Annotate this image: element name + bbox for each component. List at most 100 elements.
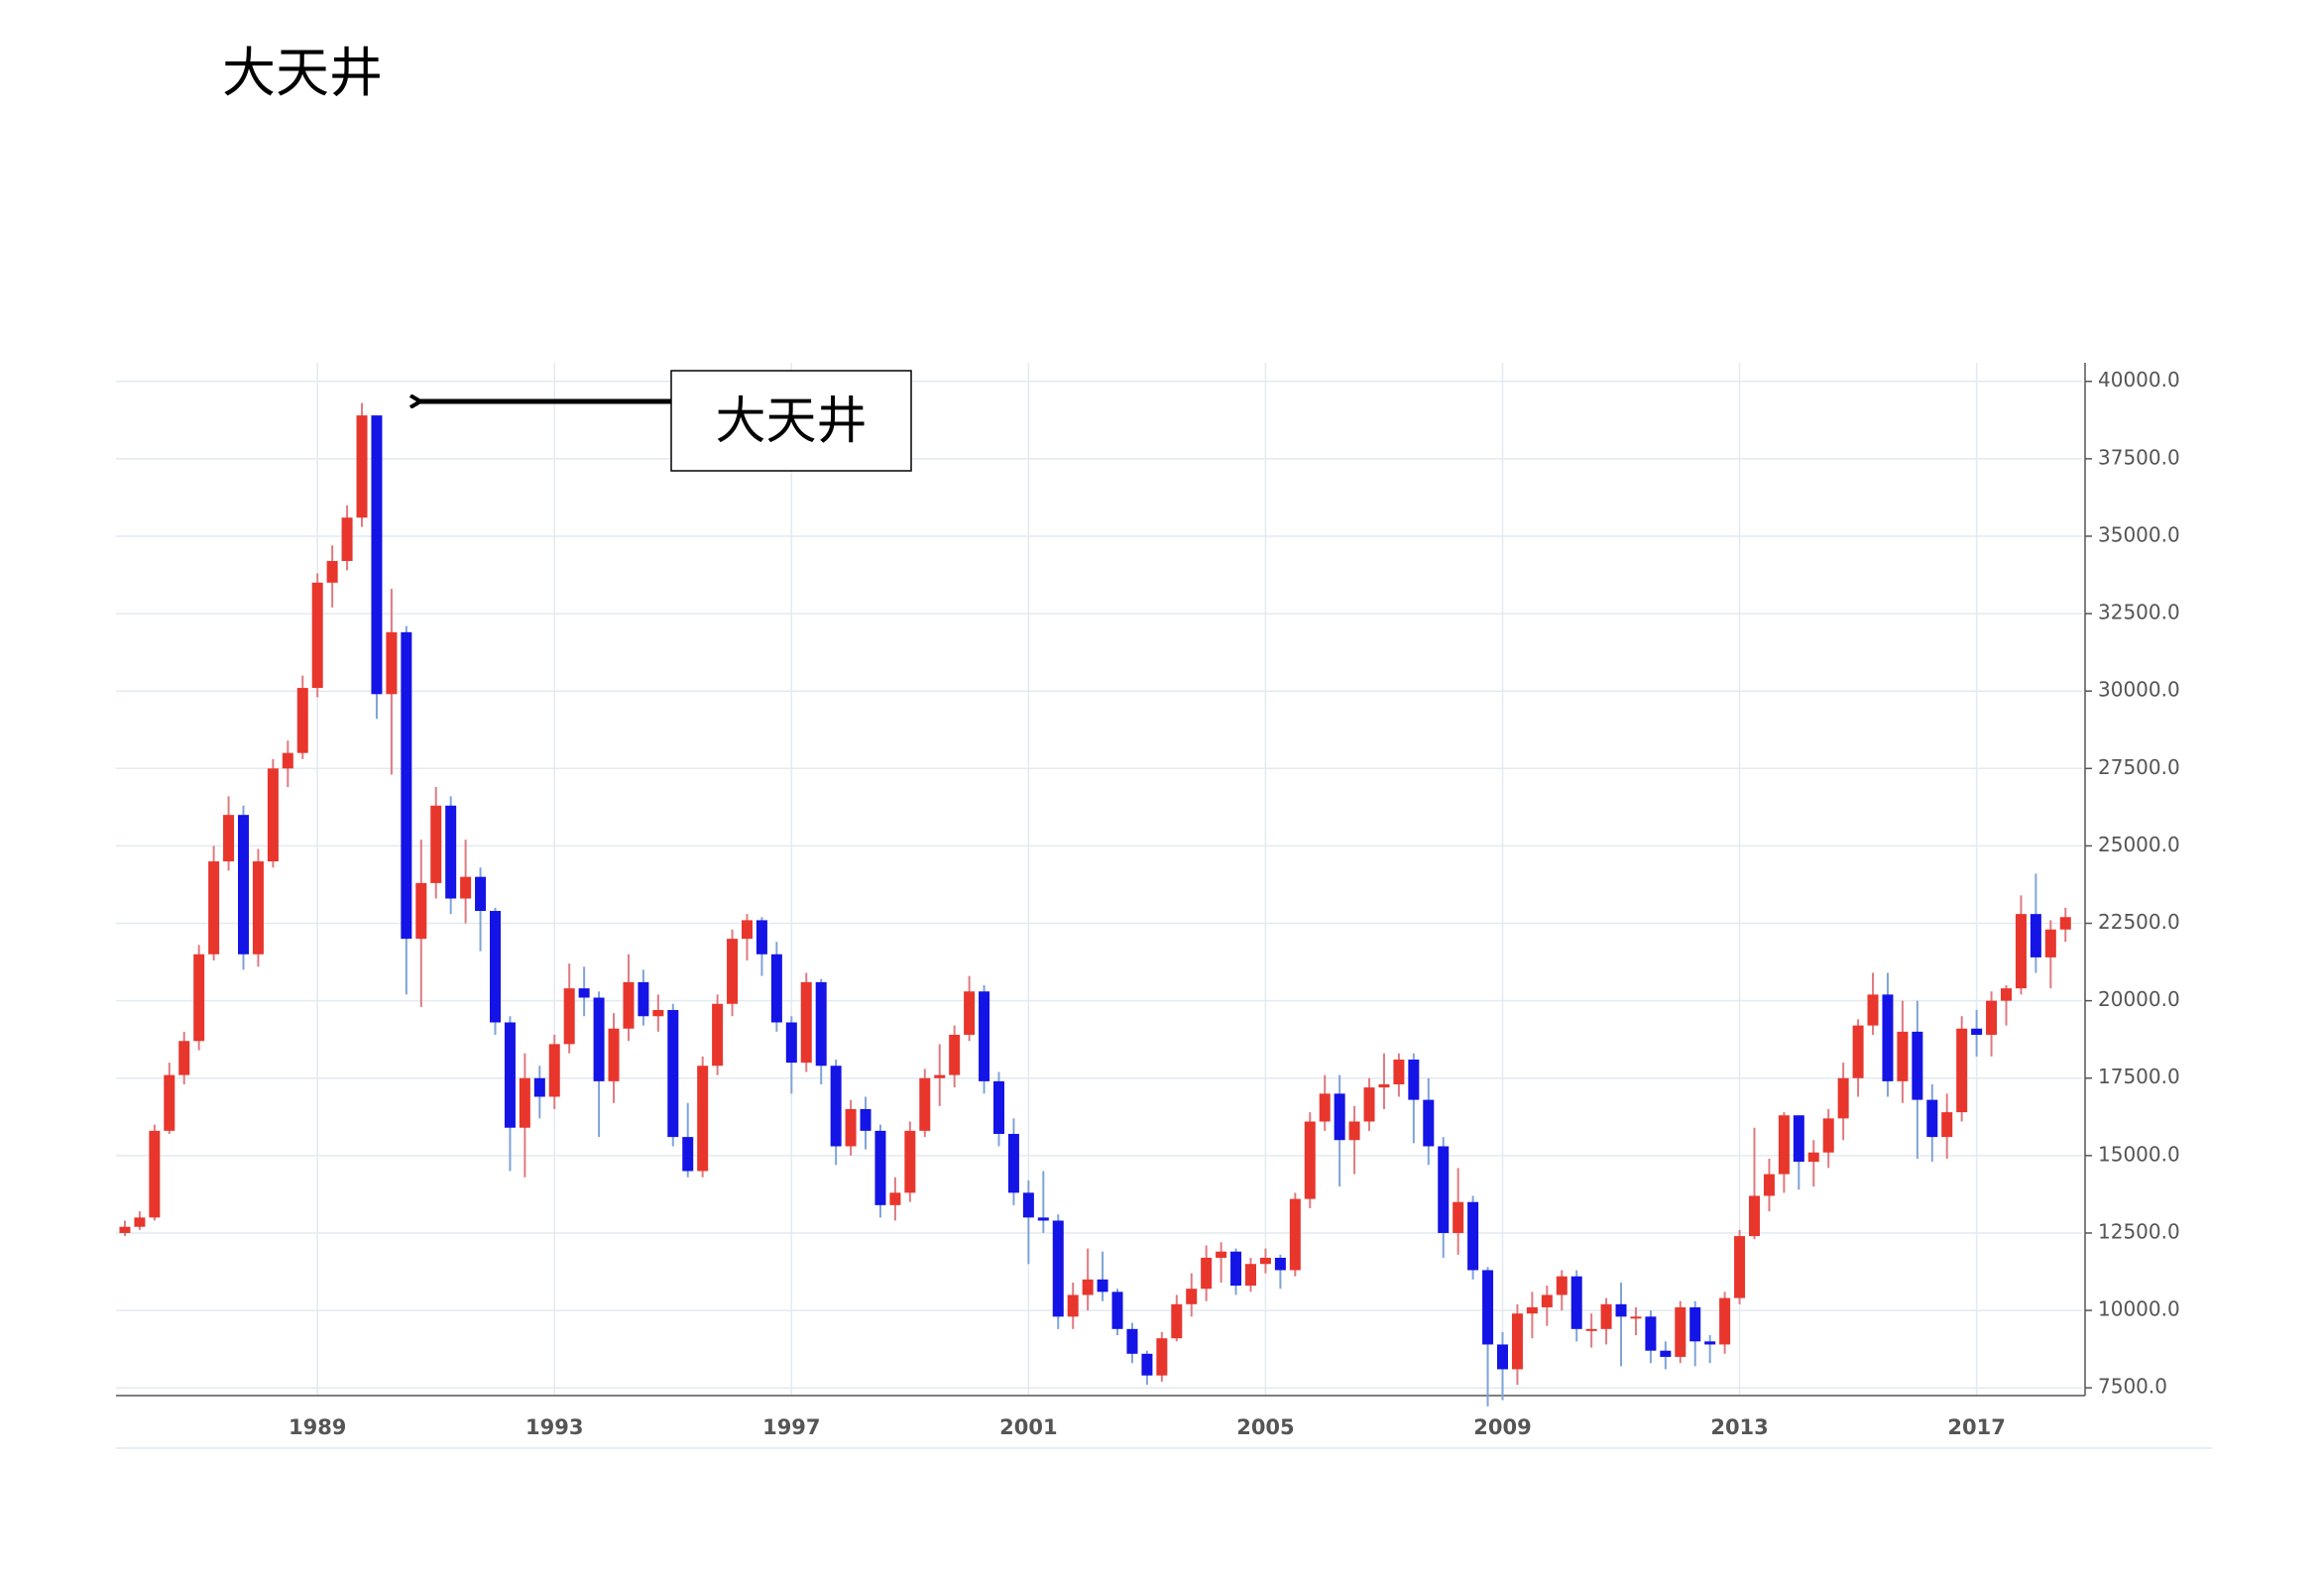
candle-body <box>134 1217 146 1227</box>
candle-body <box>533 1077 545 1097</box>
candle-body <box>1496 1344 1508 1370</box>
candle-body <box>1156 1338 1168 1376</box>
candle-body <box>712 1003 724 1067</box>
candle-body <box>2015 914 2027 989</box>
candle-body <box>2030 914 2041 957</box>
candle-body <box>415 882 427 940</box>
annotation-box <box>670 370 912 472</box>
y-tick-label: 35000.0 <box>2098 522 2180 546</box>
candle-body <box>1630 1316 1642 1319</box>
candle-body <box>949 1035 961 1075</box>
candle-body <box>1689 1306 1701 1342</box>
candle-body <box>252 861 264 955</box>
candle-body <box>1230 1251 1242 1287</box>
candle-body <box>770 954 782 1023</box>
candle-body <box>979 991 990 1081</box>
candle-body <box>1126 1328 1138 1354</box>
candle-body <box>1259 1257 1271 1265</box>
candle-body <box>386 631 398 695</box>
candle-body <box>1852 1025 1864 1078</box>
candle-body <box>593 997 605 1081</box>
y-tick-label: 15000.0 <box>2098 1142 2180 1166</box>
candle-body <box>1408 1059 1420 1100</box>
candle-body <box>815 981 827 1067</box>
candle-body <box>1749 1195 1760 1237</box>
candle-body <box>1897 1031 1909 1081</box>
candle-body <box>149 1130 161 1218</box>
candle-body <box>1348 1121 1360 1141</box>
x-tick-label: 1993 <box>525 1415 583 1439</box>
candle-body <box>1778 1115 1790 1175</box>
candle-body <box>1393 1059 1405 1084</box>
candle-body <box>548 1044 560 1097</box>
candle-body <box>193 954 205 1042</box>
candle-body <box>608 1028 620 1081</box>
candle-body <box>1734 1236 1746 1298</box>
chart-title: 大天井 <box>222 42 383 104</box>
x-tick-label: 1989 <box>289 1415 346 1439</box>
candle-body <box>356 415 368 518</box>
candle-body <box>1837 1077 1849 1119</box>
candle-body <box>1971 1028 1983 1036</box>
candle-body <box>623 981 635 1029</box>
candle-body <box>1600 1303 1612 1329</box>
candle-body <box>1186 1289 1198 1304</box>
candle-body <box>652 1010 664 1017</box>
candle-body <box>1052 1220 1064 1317</box>
annotation-text: 大天井 <box>715 393 867 451</box>
candle-body <box>519 1077 530 1128</box>
candle-body <box>800 981 812 1064</box>
candle-body <box>964 991 976 1036</box>
candle-body <box>311 582 323 689</box>
candle-body <box>326 560 338 583</box>
candle-body <box>919 1077 931 1131</box>
candle-body <box>830 1066 842 1147</box>
y-tick-label: 12500.0 <box>2098 1219 2180 1243</box>
candle-body <box>1570 1276 1582 1329</box>
candle-body <box>889 1192 901 1205</box>
candle-body <box>2059 917 2071 930</box>
candle-body <box>2001 988 2013 1001</box>
candle-body <box>1704 1341 1716 1345</box>
candle-body <box>475 876 487 912</box>
candle-body <box>1171 1303 1183 1339</box>
candle-body <box>934 1074 946 1078</box>
candle-body <box>401 631 412 940</box>
candle-body <box>667 1010 679 1138</box>
candle-body <box>1526 1306 1538 1314</box>
candle-body <box>267 768 279 862</box>
candle-body <box>1022 1192 1034 1218</box>
candle-body <box>1541 1294 1553 1307</box>
candle-body <box>1111 1292 1123 1329</box>
candle-body <box>1660 1350 1672 1357</box>
y-tick-label: 20000.0 <box>2098 987 2180 1011</box>
candle-body <box>755 920 767 955</box>
y-tick-label: 10000.0 <box>2098 1297 2180 1321</box>
candle-body <box>1941 1112 1953 1138</box>
candle-body <box>785 1022 797 1064</box>
candle-body <box>992 1080 1004 1134</box>
candle-body <box>1645 1316 1657 1351</box>
plot-area: 7500.0 10000.0 12500.0 15000.0 17500.0 20000.… <box>116 363 2212 1449</box>
candle-body <box>1793 1115 1804 1163</box>
candle-body <box>164 1074 175 1131</box>
y-tick-label: 32500.0 <box>2098 601 2180 624</box>
candle-body <box>1986 1000 1998 1036</box>
candle-body <box>341 517 353 561</box>
candle-body <box>504 1022 516 1128</box>
candle-body <box>1097 1279 1108 1293</box>
candle-body <box>638 981 649 1017</box>
candle-body <box>1363 1087 1375 1122</box>
candle-body <box>1556 1276 1568 1295</box>
candle-body <box>1289 1198 1301 1271</box>
x-tick-label: 2001 <box>999 1415 1057 1439</box>
candle-body <box>1482 1270 1494 1345</box>
candle-body <box>1807 1152 1819 1163</box>
candle-body <box>904 1130 916 1193</box>
candle-body <box>2044 929 2056 957</box>
x-tick-label: 2009 <box>1473 1415 1531 1439</box>
candle-body <box>1867 994 1879 1026</box>
candle-body <box>845 1108 857 1147</box>
